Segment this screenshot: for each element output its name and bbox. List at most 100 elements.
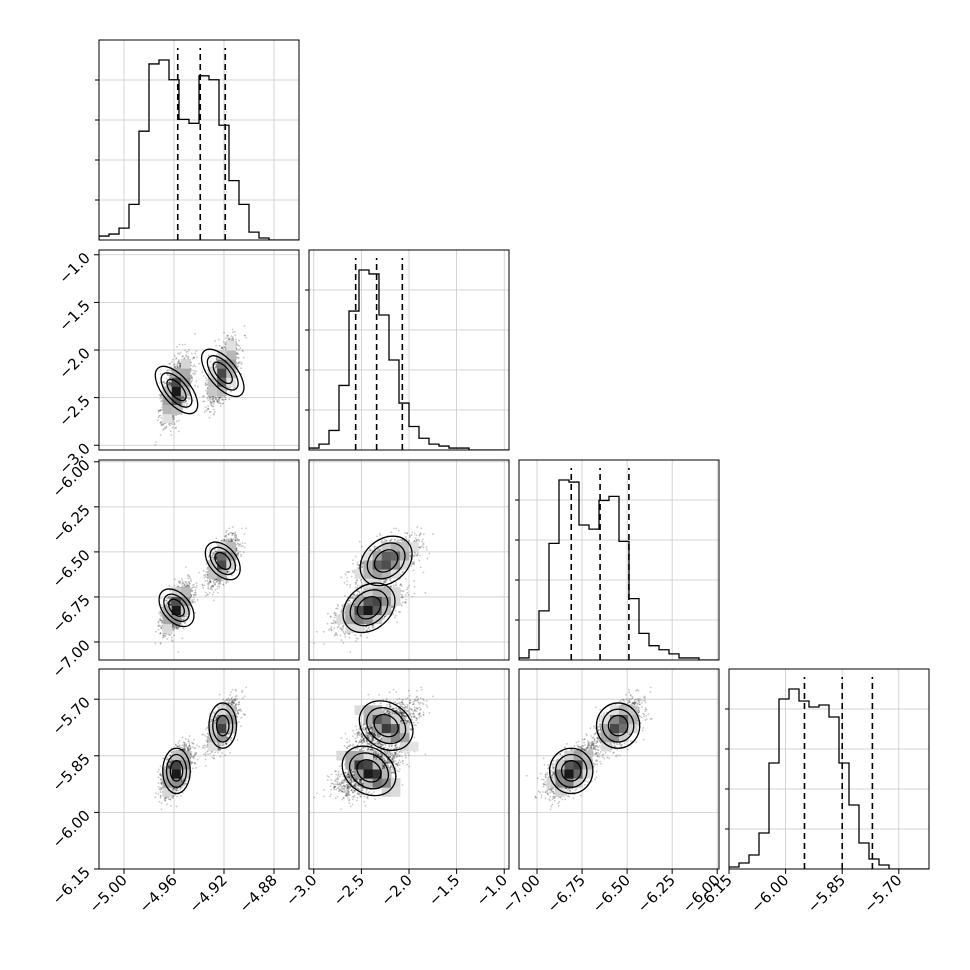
sample-point	[160, 423, 163, 426]
sample-point	[239, 543, 242, 546]
sample-point	[163, 382, 166, 385]
density-contour	[160, 372, 193, 408]
sample-point	[185, 355, 188, 358]
sample-point	[204, 575, 207, 578]
sample-point	[179, 364, 182, 367]
sample-point	[187, 350, 189, 353]
sample-point	[161, 621, 163, 624]
sample-point	[160, 416, 163, 419]
sample-point	[222, 583, 225, 586]
sample-point	[188, 582, 191, 585]
sample-point	[222, 402, 225, 405]
sample-point	[202, 586, 205, 589]
sample-point	[209, 581, 212, 584]
density-cell	[217, 368, 227, 378]
sample-point	[181, 401, 184, 404]
sample-point	[181, 403, 184, 405]
sample-point	[215, 363, 218, 366]
sample-point	[159, 632, 162, 635]
sample-point	[160, 612, 162, 615]
sample-point	[210, 395, 213, 398]
sample-point	[236, 538, 239, 540]
sample-point	[167, 383, 170, 386]
sample-point	[186, 402, 189, 405]
sample-point	[160, 424, 163, 427]
sample-point	[239, 367, 242, 370]
sample-point	[168, 382, 171, 385]
sample-point	[223, 538, 226, 541]
sample-point	[243, 334, 246, 337]
sample-point	[208, 396, 211, 399]
density-cell	[217, 377, 227, 387]
sample-point	[190, 361, 192, 364]
sample-point	[176, 352, 179, 355]
sample-point	[168, 363, 171, 365]
sample-point	[211, 593, 214, 596]
sample-point	[171, 423, 174, 426]
sample-point	[178, 364, 181, 367]
sample-point	[218, 397, 221, 400]
sample-point	[175, 414, 178, 417]
sample-point	[182, 398, 185, 400]
sample-point	[181, 396, 184, 399]
sample-point	[220, 540, 223, 542]
sample-point	[174, 365, 177, 368]
sample-point	[231, 338, 233, 341]
sample-point	[158, 414, 161, 417]
sample-point	[173, 355, 176, 357]
sample-point	[172, 624, 174, 627]
sample-point	[228, 338, 231, 340]
sample-point	[184, 622, 187, 624]
sample-point	[218, 582, 220, 584]
sample-point	[172, 358, 174, 361]
sample-point	[187, 574, 189, 576]
sample-point	[230, 390, 233, 393]
sample-point	[201, 583, 204, 586]
sample-point	[155, 630, 157, 633]
sample-point	[193, 357, 195, 359]
sample-point	[236, 543, 239, 545]
sample-point	[169, 380, 171, 383]
sample-point	[223, 540, 226, 542]
sample-point	[211, 398, 214, 401]
sample-point	[182, 396, 185, 398]
sample-point	[159, 397, 162, 400]
sample-point	[227, 334, 230, 337]
sample-point	[191, 377, 194, 380]
sample-point	[185, 615, 188, 618]
sample-point	[220, 539, 223, 541]
sample-point	[159, 610, 162, 613]
sample-point	[193, 364, 195, 366]
sample-point	[207, 407, 210, 410]
density-cell	[217, 350, 227, 360]
sample-point	[203, 411, 206, 413]
sample-point	[177, 585, 180, 588]
density-cell	[226, 340, 236, 351]
sample-point	[211, 552, 214, 555]
sample-point	[172, 364, 175, 367]
sample-point	[212, 400, 215, 403]
sample-point	[209, 400, 212, 402]
sample-point	[223, 331, 225, 334]
sample-point	[181, 616, 184, 618]
sample-point	[186, 356, 189, 359]
sample-point	[179, 362, 182, 365]
density-cell	[171, 368, 182, 378]
sample-point	[173, 365, 176, 368]
sample-point	[212, 398, 214, 400]
sample-point	[226, 570, 229, 572]
sample-point	[238, 349, 240, 351]
sample-point	[168, 381, 171, 384]
sample-point	[210, 404, 213, 407]
sample-point	[198, 362, 200, 365]
sample-point	[237, 357, 240, 359]
sample-point	[187, 581, 190, 584]
sample-point	[208, 397, 211, 400]
sample-point	[194, 365, 197, 368]
sample-point	[235, 338, 237, 341]
sample-point	[169, 374, 172, 377]
scatter-panel	[98, 459, 300, 661]
sample-point	[205, 409, 208, 412]
sample-point	[193, 372, 196, 375]
sample-point	[175, 420, 178, 423]
